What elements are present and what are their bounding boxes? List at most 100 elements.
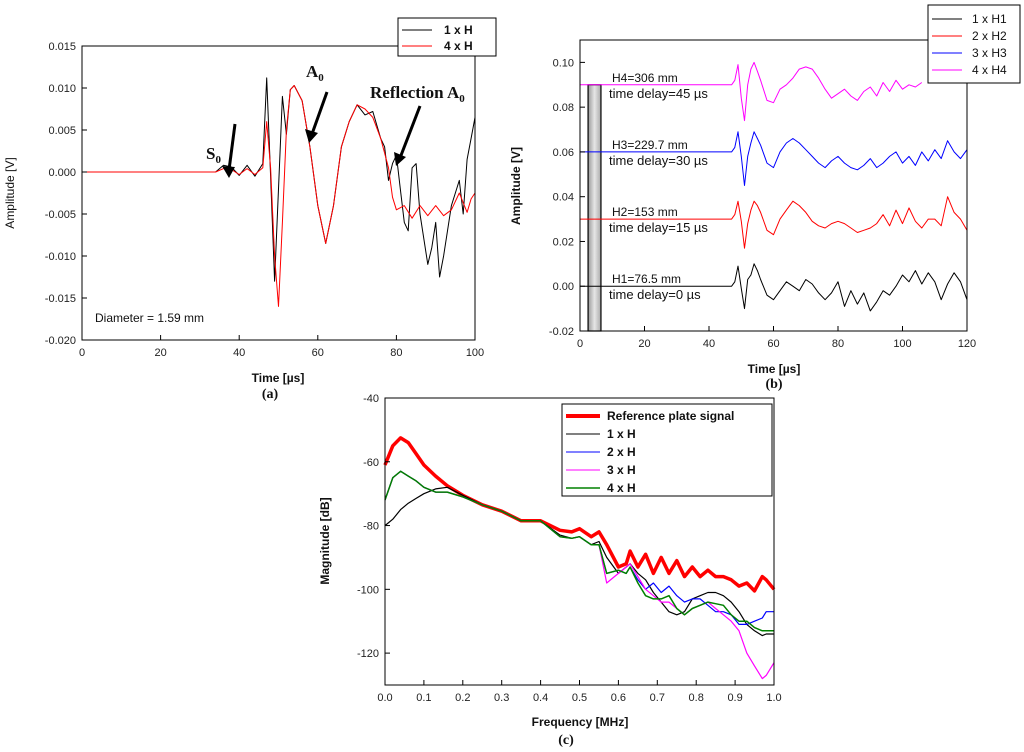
panel-b: 0 20 40 60 80 100 120 -0.02 0.00 0.02 0.04 0.06 0.08…: [509, 4, 1021, 392]
panel-b-delay-label: time delay=30 µs: [609, 153, 708, 168]
panel-a-ylabel: Amplitude [V]: [3, 157, 17, 228]
panel-b-series-2-x-h2: [580, 196, 968, 249]
panel-c-ylabel: Magnitude [dB]: [318, 497, 332, 584]
panel-c-xlabel: Frequency [MHz]: [532, 715, 629, 729]
panel-c-xtick-label: 0.3: [494, 692, 509, 704]
panel-b-legend: 1 x H1 2 x H2 3 x H3 4 x H4: [927, 4, 1021, 84]
panel-c-legend: Reference plate signal 1 x H 2 x H 3 x H…: [561, 403, 773, 497]
panel-c-ytick-label: -120: [357, 648, 379, 660]
panel-b-xtick-label: 60: [767, 338, 779, 350]
panel-a-series-1-x-h: [82, 77, 476, 282]
panel-c-xtick-label: 1.0: [766, 692, 781, 704]
panel-a-ytick-label: 0.015: [48, 41, 76, 53]
label-a0-sub: 0: [318, 72, 324, 84]
legend-c-4xH-label: 4 x H: [607, 481, 636, 495]
panel-b-ytick-label: 0.08: [553, 102, 574, 114]
panel-c-ytick-label: -100: [357, 584, 379, 596]
panel-a-ytick-label: -0.020: [45, 335, 76, 347]
label-reflection-a0: Reflection A0: [370, 83, 465, 105]
panel-b-xtick-label: 40: [703, 338, 715, 350]
panel-c-xtick-label: 0.0: [377, 692, 392, 704]
panel-c-series-4-x-h: [384, 470, 774, 632]
panel-a-legend: 1 x H 4 x H: [397, 17, 497, 57]
panel-a-series-4-x-h: [82, 85, 476, 307]
panel-b-ytick-label: 0.00: [553, 281, 574, 293]
panel-c-xtick-label: 0.7: [650, 692, 665, 704]
panel-c-xtick-label: 0.4: [533, 692, 548, 704]
panel-b-caption: (b): [765, 377, 782, 392]
label-refl-main: Reflection A: [370, 83, 460, 102]
panel-b-ytick-label: 0.10: [553, 57, 574, 69]
label-s0: S0: [206, 144, 221, 166]
panel-b-frame: [579, 39, 968, 332]
panel-c-ytick-label: -60: [363, 457, 379, 469]
legend-b-h4-label: 4 x H4: [972, 63, 1007, 77]
legend-c-ref-label: Reference plate signal: [607, 409, 734, 423]
panel-b-delay-label: time delay=15 µs: [609, 220, 708, 235]
panel-a-xtick-label: 0: [79, 347, 85, 359]
panel-b-xlabel: Time [µs]: [748, 362, 801, 376]
panel-a-ytick-label: -0.005: [45, 209, 76, 221]
panel-c-xtick-label: 0.9: [727, 692, 742, 704]
panel-b-height-label: H4=306 mm: [612, 71, 678, 85]
panel-a: 0 20 40 60 80 100 -0.020 -0.015 -0.010 -0.005 0.00…: [3, 17, 497, 402]
legend-c-2xH-label: 2 x H: [607, 445, 636, 459]
panel-a-ytick-label: 0.010: [48, 83, 76, 95]
panel-a-xtick-label: 40: [233, 347, 245, 359]
label-a0: A0: [306, 62, 324, 84]
legend-b-h2-label: 2 x H2: [972, 29, 1007, 43]
panel-c-series: [383, 436, 776, 680]
panel-a-xtick-label: 60: [312, 347, 324, 359]
panel-c-ytick-label: -40: [363, 393, 379, 405]
panel-c-caption: (c): [558, 733, 574, 748]
panel-a-caption: (a): [262, 387, 279, 402]
panel-c-series-reference-plate-signal: [383, 436, 776, 593]
panel-a-xtick-label: 100: [466, 347, 484, 359]
panel-a-ytick-label: 0.000: [48, 167, 76, 179]
panel-c-xtick-label: 0.1: [416, 692, 431, 704]
panel-b-bar: [587, 84, 602, 332]
panel-c-xtick-label: 0.5: [572, 692, 587, 704]
panel-b-ytick-label: -0.02: [549, 326, 574, 338]
panel-c-xtick-label: 0.6: [611, 692, 626, 704]
panel-a-ytick-label: 0.005: [48, 125, 76, 137]
panel-a-arrows: [222, 91, 422, 178]
panel-b-series-3-x-h3: [580, 131, 968, 186]
panel-a-xtick-label: 80: [390, 347, 402, 359]
panel-a-ticks: 0 20 40 60 80 100 -0.020 -0.015 -0.010 -0.005 0.00…: [45, 41, 484, 359]
panel-b-xtick-label: 100: [893, 338, 911, 350]
panel-b-delay-label: time delay=0 µs: [609, 287, 701, 302]
panel-b-xtick-label: 80: [832, 338, 844, 350]
panel-a-ytick-label: -0.010: [45, 251, 76, 263]
legend-a-1xH-label: 1 x H: [444, 23, 473, 37]
panel-b-height-bar: [587, 84, 602, 332]
panel-a-xtick-label: 20: [154, 347, 166, 359]
panel-c-ytick-label: -80: [363, 521, 379, 533]
panel-b-xtick-label: 20: [638, 338, 650, 350]
panel-c-xtick-label: 0.8: [689, 692, 704, 704]
panel-a-diameter-annotation: Diameter = 1.59 mm: [95, 311, 204, 325]
panel-b-ytick-label: 0.04: [553, 192, 574, 204]
legend-b-h1-label: 1 x H1: [972, 12, 1007, 26]
panel-b-series-4-x-h4: [580, 61, 923, 122]
panel-a-xlabel: Time [µs]: [252, 371, 305, 385]
panel-a-ytick-label: -0.015: [45, 293, 76, 305]
legend-c-3xH-label: 3 x H: [607, 463, 636, 477]
panel-b-height-label: H1=76.5 mm: [612, 272, 681, 286]
label-s0-main: S: [206, 144, 215, 163]
legend-b-h3-label: 3 x H3: [972, 46, 1007, 60]
panel-b-xtick-label: 0: [577, 338, 583, 350]
legend-c-1xH-label: 1 x H: [607, 427, 636, 441]
legend-a-4xH-label: 4 x H: [444, 39, 473, 53]
label-refl-sub: 0: [459, 93, 465, 105]
panel-b-series: [580, 61, 968, 312]
panel-a-series: [82, 77, 476, 307]
panel-b-xtick-label: 120: [958, 338, 976, 350]
panel-b-series-1-x-h1: [580, 263, 968, 312]
label-s0-sub: 0: [215, 154, 221, 166]
panel-b-delay-label: time delay=45 µs: [609, 86, 708, 101]
panel-c-frame: [384, 397, 775, 686]
panel-c-series-1-x-h: [384, 486, 774, 637]
